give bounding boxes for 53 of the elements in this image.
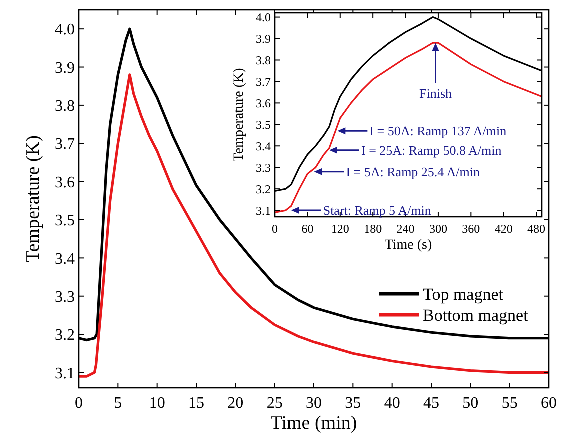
x-tick-label: 25 (266, 395, 283, 412)
y-tick-label: 4.0 (55, 22, 75, 39)
y-tick-label: 3.5 (55, 212, 75, 230)
x-tick-label: 360 (462, 222, 480, 236)
x-tick-label: 300 (429, 222, 448, 236)
x-tick-label: 0 (75, 395, 83, 412)
x-tick-label: 15 (188, 395, 204, 412)
x-tick-label: 180 (364, 222, 382, 236)
annotation: Start: Ramp 5 A/min (323, 203, 432, 218)
y-tick-label: 3.3 (55, 288, 75, 306)
x-tick-label: 0 (272, 222, 278, 236)
x-tick-label: 60 (541, 395, 557, 412)
y-tick-label: 3.9 (55, 60, 75, 77)
y-tick-label: 3.2 (55, 327, 75, 344)
y-tick-label: 3.7 (256, 74, 271, 89)
x-tick-label: 30 (306, 395, 322, 412)
x-tick-label: 240 (396, 222, 415, 236)
x-tick-label: 5 (114, 395, 122, 412)
x-tick-label: 420 (494, 222, 513, 236)
x-axis-title: Time (min) (270, 413, 358, 434)
x-tick-label: 35 (345, 395, 362, 412)
y-tick-label: 3.9 (256, 32, 271, 46)
annotation: I = 50A: Ramp 137 A/min (370, 124, 508, 139)
x-tick-label: 60 (302, 222, 314, 236)
x-tick-label: 120 (331, 222, 350, 236)
y-tick-label: 3.3 (256, 160, 271, 175)
y-tick-label: 3.2 (256, 182, 271, 196)
x-tick-label: 20 (228, 395, 244, 412)
x-tick-label: 40 (384, 395, 400, 412)
y-tick-label: 4.0 (256, 10, 271, 24)
legend-label: Bottom magnet (423, 306, 529, 325)
x-tick-label: 50 (462, 395, 479, 412)
y-tick-label: 3.6 (55, 174, 75, 192)
x-tick-label: 10 (149, 395, 166, 412)
annotation: I = 5A: Ramp 25.4 A/min (346, 164, 480, 180)
y-tick-label: 3.6 (256, 96, 271, 110)
x-tick-label: 480 (528, 222, 546, 236)
y-tick-label: 3.7 (55, 136, 75, 154)
y-tick-label: 3.5 (256, 118, 271, 132)
y-axis-title: Temperature (K) (23, 136, 44, 262)
y-tick-label: 3.8 (55, 98, 75, 116)
y-tick-label: 3.1 (55, 365, 75, 382)
annotation: Finish (419, 86, 452, 102)
x-tick-label: 55 (502, 395, 518, 412)
y-tick-label: 3.4 (256, 139, 271, 154)
y-tick-label: 3.1 (256, 204, 271, 218)
y-tick-label: 3.8 (256, 53, 271, 68)
x-tick-label: 45 (424, 395, 440, 412)
x-axis-title: Time (s) (384, 238, 432, 253)
legend-label: Top magnet (423, 284, 504, 304)
y-tick-label: 3.4 (55, 250, 75, 268)
annotation: I = 25A: Ramp 50.8 A/min (361, 142, 502, 158)
y-axis-title: Temperature (K) (232, 68, 247, 162)
